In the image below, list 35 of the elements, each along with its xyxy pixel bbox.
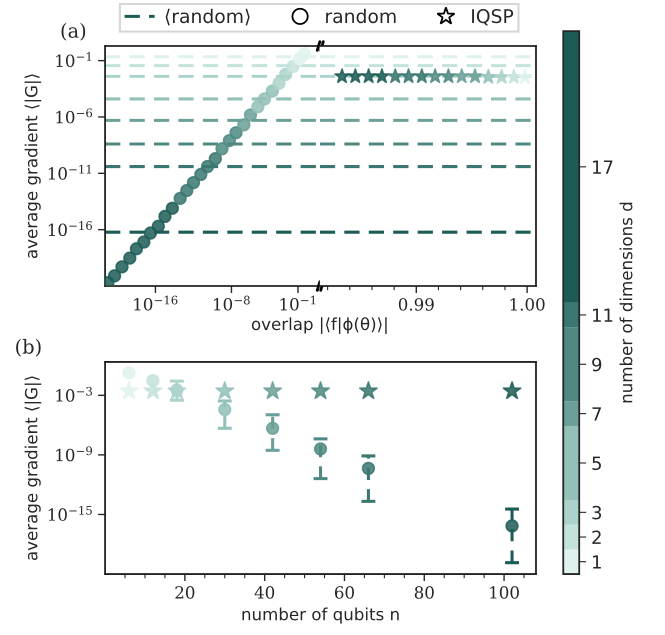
x-axis-title: overlap |⟨f|ϕ(θ)⟩| [252,317,387,334]
y-tick-label: 10$^{−3}$ [56,386,92,402]
color-bar-label: 7 [592,407,601,420]
x-tick-label: 10$^{−8}$ [214,296,250,311]
y-tick-label: 10$^{−9}$ [56,446,92,462]
color-bar-label: 1 [593,555,601,569]
x-tick-label: 60 [334,586,354,599]
color-bar-label: 2 [592,530,601,544]
y-tick-label: 10$^{−11}$ [48,164,92,180]
x-tick-label: 20 [175,586,194,599]
x-tick-label: 80 [414,586,434,599]
y-tick-label: 10$^{−1}$ [56,52,92,68]
legend-label: ⟨random⟩ [166,8,250,26]
x-axis-title: number of qubits n [242,608,399,624]
x-tick-label: 10$^{−16}$ [134,296,178,311]
y-axis-title: average gradient ⟨|G|⟩ [24,376,42,560]
y-axis-title: average gradient ⟨|G|⟩ [24,74,42,258]
x-tick-label: 0.99 [398,298,434,311]
x-tick-label: 100 [490,586,519,599]
color-bar-label: 11 [593,308,612,322]
color-bar-title: number of dimensions d [620,202,632,402]
x-tick-label: 10$^{−1}$ [280,296,316,311]
y-tick-label: 10$^{−6}$ [56,108,92,124]
color-bar-label: 17 [593,160,612,174]
text: IQSP [472,9,514,26]
series-label: random [326,8,396,24]
x-tick-label: 1.00 [510,298,545,311]
color-bar-label: 9 [592,358,602,372]
x-tick-label: 40 [254,586,274,599]
y-tick-label: 10$^{−15}$ [48,506,92,521]
y-tick-label: 10$^{−16}$ [48,221,92,236]
color-bar-label: 3 [592,506,602,520]
color-bar-label: 5 [592,456,601,470]
chart-title: (b) [16,338,41,357]
chart-title: (a) [62,22,86,41]
